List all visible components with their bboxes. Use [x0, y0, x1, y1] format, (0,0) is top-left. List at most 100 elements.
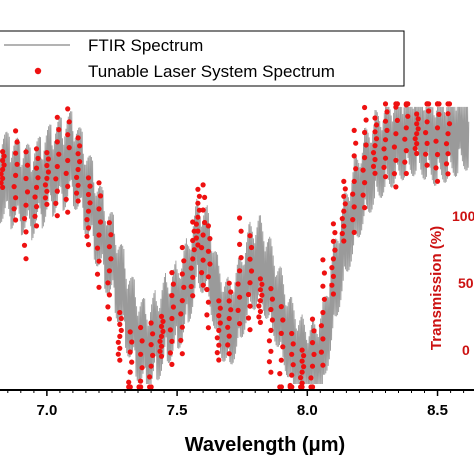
laser-data-point: [424, 101, 430, 107]
laser-data-point: [237, 268, 243, 274]
laser-data-point: [170, 281, 176, 287]
laser-data-point: [391, 144, 397, 150]
laser-data-point: [309, 316, 316, 322]
laser-data-point: [157, 348, 163, 354]
laser-data-point: [353, 166, 359, 172]
laser-data-point: [106, 292, 112, 298]
laser-series: [0, 101, 453, 390]
laser-data-point: [148, 384, 154, 390]
laser-data-point: [424, 162, 430, 168]
laser-data-point: [167, 327, 173, 333]
laser-data-point: [372, 129, 378, 135]
laser-data-point: [414, 150, 420, 157]
laser-data-point: [54, 139, 60, 145]
laser-data-point: [405, 113, 411, 119]
laser-data-point: [216, 342, 222, 348]
laser-data-point: [199, 270, 205, 276]
laser-data-point: [14, 161, 20, 167]
laser-data-point: [199, 245, 205, 251]
laser-data-point: [85, 225, 92, 231]
laser-data-point: [403, 170, 409, 177]
laser-data-point: [216, 327, 222, 333]
laser-data-point: [138, 351, 144, 357]
laser-data-point: [330, 256, 336, 262]
laser-data-point: [446, 121, 453, 127]
laser-data-point: [248, 244, 255, 251]
laser-data-point: [207, 261, 213, 267]
laser-data-point: [74, 190, 80, 196]
laser-data-point: [341, 178, 347, 184]
laser-data-point: [329, 265, 335, 271]
laser-data-point: [382, 155, 389, 161]
laser-data-point: [351, 204, 357, 210]
laser-data-point: [204, 312, 210, 318]
laser-data-point: [370, 150, 377, 156]
laser-data-point: [54, 188, 60, 194]
laser-data-point: [393, 131, 399, 137]
laser-data-point: [13, 128, 19, 134]
laser-data-point: [424, 140, 430, 146]
laser-data-point: [384, 127, 390, 133]
laser-data-point: [384, 109, 390, 115]
laser-data-point: [445, 131, 451, 137]
laser-data-point: [341, 238, 347, 244]
laser-data-point: [290, 362, 296, 368]
laser-data-point: [257, 298, 263, 304]
laser-data-point: [237, 241, 243, 247]
laser-data-point: [226, 315, 232, 322]
laser-data-point: [266, 359, 272, 365]
legend-ftir-label: FTIR Spectrum: [88, 36, 203, 55]
laser-data-point: [11, 184, 17, 190]
laser-data-point: [96, 206, 102, 212]
laser-data-point: [226, 280, 232, 286]
laser-data-point: [195, 214, 201, 220]
laser-data-point: [362, 129, 368, 136]
laser-data-point: [190, 293, 196, 299]
laser-data-point: [414, 141, 420, 147]
laser-data-point: [117, 333, 123, 339]
laser-data-point: [256, 314, 262, 320]
laser-data-point: [205, 325, 211, 331]
laser-data-point: [235, 307, 241, 313]
laser-data-point: [158, 323, 165, 329]
laser-data-point: [0, 149, 6, 155]
laser-data-point: [434, 178, 441, 184]
laser-data-point: [308, 375, 314, 381]
laser-data-point: [117, 357, 123, 363]
laser-data-point: [106, 268, 112, 274]
laser-data-point: [191, 228, 197, 234]
laser-data-point: [259, 281, 265, 287]
laser-data-point: [362, 180, 368, 186]
laser-data-point: [0, 166, 6, 173]
laser-data-point: [11, 206, 17, 212]
laser-data-point: [342, 201, 348, 207]
laser-data-point: [434, 125, 441, 131]
laser-data-point: [289, 351, 295, 357]
laser-data-point: [200, 207, 206, 213]
laser-data-point: [158, 333, 165, 339]
laser-data-point: [216, 357, 222, 363]
laser-data-point: [1, 162, 7, 168]
laser-data-point: [179, 298, 185, 304]
laser-data-point: [13, 217, 19, 223]
laser-data-point: [195, 242, 201, 248]
laser-data-point: [106, 220, 112, 226]
laser-data-point: [318, 349, 324, 355]
laser-data-point: [191, 247, 197, 253]
laser-data-point: [207, 236, 213, 242]
laser-data-point: [138, 324, 144, 331]
laser-data-point: [127, 329, 133, 335]
laser-data-point: [44, 150, 50, 156]
laser-data-point: [129, 339, 135, 345]
laser-data-point: [278, 304, 284, 310]
laser-data-point: [150, 352, 156, 358]
laser-data-point: [217, 305, 223, 311]
laser-data-point: [247, 303, 253, 309]
laser-data-point: [65, 157, 71, 164]
laser-data-point: [94, 271, 101, 277]
laser-data-point: [205, 223, 211, 229]
laser-data-point: [96, 232, 102, 238]
laser-data-point: [443, 141, 450, 147]
laser-data-point: [205, 248, 211, 254]
laser-data-point: [158, 353, 165, 359]
